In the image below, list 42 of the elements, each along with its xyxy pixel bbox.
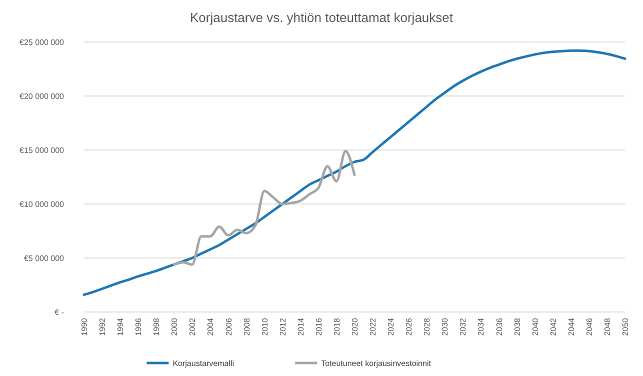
x-tick-label: 2008 — [242, 317, 252, 336]
line-series — [82, 49, 626, 296]
y-tick-label: €15 000 000 — [20, 146, 65, 155]
x-tick-label: 2050 — [621, 317, 630, 336]
x-tick-label: 2022 — [368, 317, 378, 336]
x-tick-label: 2038 — [512, 317, 522, 336]
x-tick-label: 2036 — [494, 317, 504, 336]
x-tick-label: 1994 — [116, 317, 126, 336]
x-tick-label: 2014 — [296, 317, 306, 336]
x-tick-label: 2024 — [386, 317, 396, 336]
x-tick-label: 2018 — [332, 317, 342, 336]
legend-label: Korjaustarvemalli — [172, 359, 234, 368]
x-tick-label: 2020 — [350, 317, 360, 336]
x-tick-label: 1992 — [98, 317, 108, 336]
line-series — [172, 150, 356, 266]
x-tick-label: 2046 — [584, 317, 594, 336]
x-tick-label: 2000 — [170, 317, 180, 336]
x-tick-label: 2032 — [458, 317, 468, 336]
x-tick-label: 2028 — [422, 317, 432, 336]
x-tick-label: 2026 — [404, 317, 414, 336]
x-tick-label: 2042 — [548, 317, 558, 336]
y-tick-label: € - — [54, 308, 64, 317]
y-tick-label: €10 000 000 — [20, 200, 65, 209]
x-tick-label: 2012 — [278, 317, 288, 336]
x-tick-label: 2010 — [260, 317, 270, 336]
chart-title: Korjaustarve vs. yhtiön toteuttamat korjaukset — [190, 10, 454, 25]
x-tick-label: 1996 — [134, 317, 144, 336]
x-tick-label: 2004 — [206, 317, 216, 336]
x-tick-label: 1990 — [80, 317, 89, 336]
y-tick-label: €5 000 000 — [24, 254, 65, 263]
x-tick-label: 2006 — [224, 317, 234, 336]
x-tick-label: 2040 — [530, 317, 540, 336]
x-tick-label: 1998 — [152, 317, 162, 336]
y-tick-label: €20 000 000 — [20, 92, 65, 101]
y-tick-label: €25 000 000 — [20, 38, 65, 47]
legend-label: Toteutuneet korjausinvestoinnit — [321, 359, 432, 368]
x-tick-label: 2030 — [440, 317, 450, 336]
x-tick-label: 2044 — [566, 317, 576, 336]
x-tick-label: 2016 — [314, 317, 324, 336]
x-tick-label: 2034 — [476, 317, 486, 336]
x-tick-label: 2002 — [188, 317, 198, 336]
x-tick-label: 2048 — [602, 317, 612, 336]
